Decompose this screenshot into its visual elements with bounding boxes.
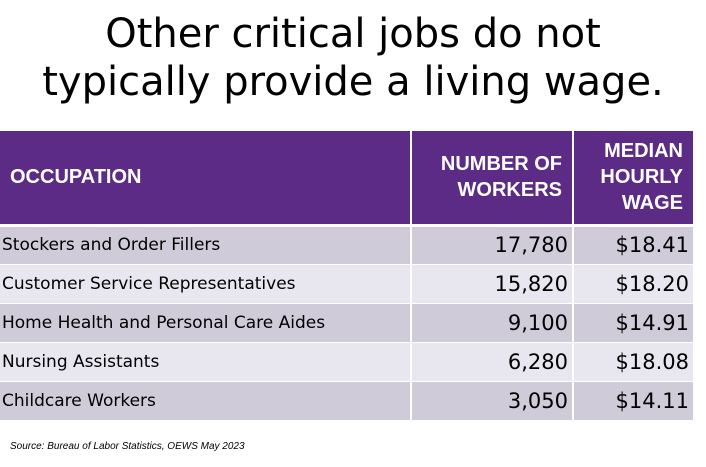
page-title: Other critical jobs do not typically pro… [0,10,706,106]
header-occupation: OCCUPATION [0,131,412,225]
title-line-2: typically provide a living wage. [42,59,664,105]
occupation-cell: Nursing Assistants [0,342,412,382]
wage-cell: $14.11 [573,381,693,421]
occupation-cell: Customer Service Representatives [0,264,412,304]
workers-cell: 17,780 [411,225,574,265]
header-median-hourly-wage: MEDIAN HOURLY WAGE [573,131,693,225]
workers-cell: 3,050 [411,381,574,421]
table-row: Nursing Assistants 6,280 $18.08 [0,342,693,382]
workers-cell: 6,280 [411,342,574,382]
occupation-cell: Home Health and Personal Care Aides [0,303,412,343]
occupation-cell: Childcare Workers [0,381,412,421]
wage-cell: $14.91 [573,303,693,343]
table-row: Stockers and Order Fillers 17,780 $18.41 [0,225,693,265]
wage-cell: $18.41 [573,225,693,265]
workers-cell: 9,100 [411,303,574,343]
wage-cell: $18.20 [573,264,693,304]
source-note: Source: Bureau of Labor Statistics, OEWS… [10,441,245,452]
table-row: Childcare Workers 3,050 $14.11 [0,381,693,421]
occupation-wage-table: OCCUPATION NUMBER OF WORKERS MEDIAN HOUR… [0,131,693,421]
title-line-1: Other critical jobs do not [105,11,601,57]
table-row: Customer Service Representatives 15,820 … [0,264,693,304]
workers-cell: 15,820 [411,264,574,304]
table-row: Home Health and Personal Care Aides 9,10… [0,303,693,343]
wage-cell: $18.08 [573,342,693,382]
header-number-of-workers: NUMBER OF WORKERS [411,131,574,225]
occupation-cell: Stockers and Order Fillers [0,225,412,265]
table-header-row: OCCUPATION NUMBER OF WORKERS MEDIAN HOUR… [0,131,693,225]
